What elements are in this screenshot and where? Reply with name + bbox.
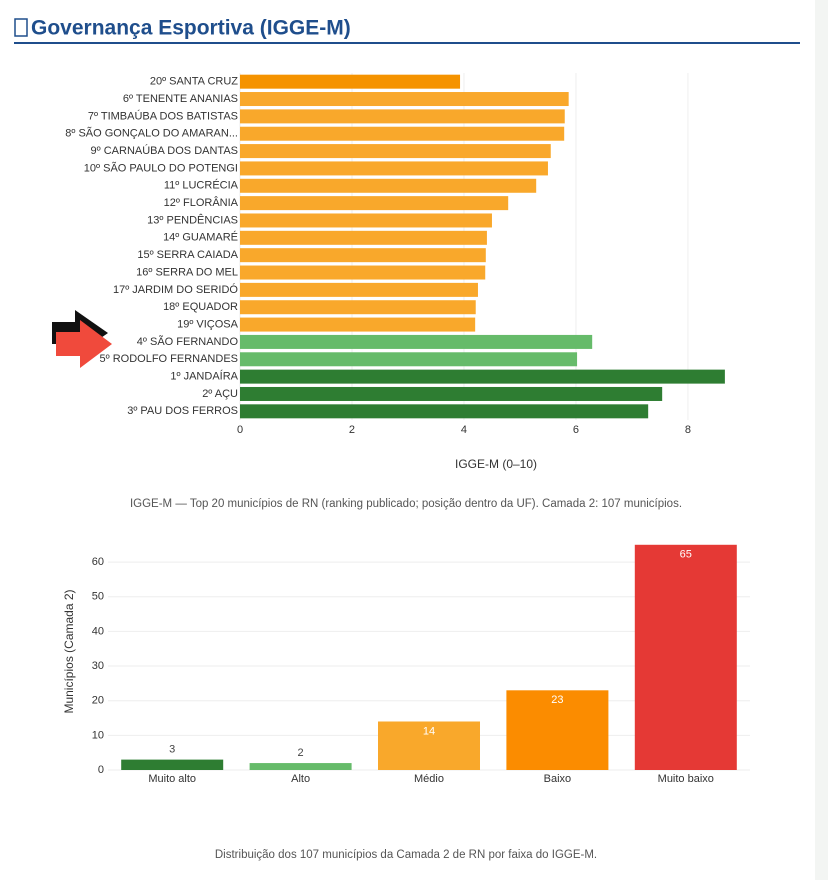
y-tick-label: 18º EQUADOR bbox=[163, 301, 238, 313]
x-tick-label: 6 bbox=[573, 424, 579, 436]
bar bbox=[240, 161, 548, 176]
bar bbox=[506, 690, 609, 770]
y-tick-label: 50 bbox=[92, 591, 104, 603]
value-label: 23 bbox=[551, 694, 563, 706]
bar bbox=[240, 213, 492, 228]
bar bbox=[240, 300, 476, 315]
arrow bbox=[56, 320, 112, 368]
bar bbox=[634, 544, 737, 770]
y-tick-label: 60 bbox=[92, 556, 104, 568]
y-tick-label: 30 bbox=[92, 660, 104, 672]
caption: IGGE-M — Top 20 municípios de RN (rankin… bbox=[130, 498, 682, 510]
y-tick-label: 16º SERRA DO MEL bbox=[136, 266, 238, 278]
y-tick-label: 19º VIÇOSA bbox=[177, 318, 239, 330]
caption: Distribuição dos 107 municípios da Camad… bbox=[215, 849, 597, 861]
y-tick-label: 13º PENDÊNCIAS bbox=[147, 213, 238, 226]
y-tick-label: 5º RODOLFO FERNANDES bbox=[100, 353, 238, 365]
y-tick-label: 1º JANDAÍRA bbox=[170, 370, 238, 383]
y-tick-label: 40 bbox=[92, 625, 104, 637]
bar bbox=[240, 317, 476, 332]
x-tick-label: Muito alto bbox=[148, 773, 196, 785]
bar bbox=[240, 369, 725, 384]
x-tick-label: Alto bbox=[291, 773, 310, 785]
bar bbox=[240, 404, 649, 419]
y-axis-label: Municípios (Camada 2) bbox=[62, 589, 76, 713]
title-icon bbox=[14, 18, 28, 37]
scrollbar bbox=[815, 0, 828, 880]
bar bbox=[240, 230, 487, 245]
y-tick-label: 8º SÃO GONÇALO DO AMARAN... bbox=[65, 127, 238, 140]
bar bbox=[240, 92, 569, 107]
value-label: 65 bbox=[680, 549, 692, 561]
y-tick-label: 20º SANTA CRUZ bbox=[150, 76, 238, 88]
bar bbox=[249, 763, 352, 770]
x-tick-label: 2 bbox=[349, 424, 355, 436]
bar bbox=[240, 265, 486, 280]
bar bbox=[240, 386, 663, 401]
bar bbox=[240, 282, 478, 297]
x-tick-label: Muito baixo bbox=[658, 773, 714, 785]
x-tick-label: 8 bbox=[685, 424, 691, 436]
bar bbox=[240, 248, 486, 263]
bar bbox=[240, 126, 565, 141]
x-tick-label: 4 bbox=[461, 424, 467, 436]
y-tick-label: 10º SÃO PAULO DO POTENGI bbox=[84, 161, 238, 174]
y-tick-label: 17º JARDIM DO SERIDÓ bbox=[113, 283, 238, 296]
y-tick-label: 15º SERRA CAIADA bbox=[137, 249, 238, 261]
bar bbox=[378, 721, 480, 770]
y-tick-label: 11º LUCRÉCIA bbox=[164, 179, 239, 192]
value-label: 3 bbox=[169, 744, 175, 756]
y-tick-label: 7º TIMBAÚBA DOS BATISTAS bbox=[88, 109, 238, 122]
bar bbox=[240, 196, 509, 211]
y-tick-label: 3º PAU DOS FERROS bbox=[127, 405, 238, 417]
y-tick-label: 12º FLORÂNIA bbox=[164, 196, 239, 209]
bar bbox=[240, 352, 578, 367]
value-label: 14 bbox=[423, 725, 435, 737]
y-tick-label: 4º SÃO FERNANDO bbox=[137, 335, 239, 348]
x-tick-label: Médio bbox=[414, 773, 444, 785]
y-tick-label: 6º TENENTE ANANIAS bbox=[123, 93, 238, 105]
y-tick-label: 2º AÇU bbox=[202, 388, 238, 400]
y-tick-label: 0 bbox=[98, 764, 104, 776]
value-label: 2 bbox=[298, 747, 304, 759]
x-tick-label: Baixo bbox=[544, 773, 572, 785]
bar bbox=[121, 759, 224, 770]
page-title: Governança Esportiva (IGGE-M) bbox=[31, 17, 351, 40]
bar bbox=[240, 178, 537, 193]
bar bbox=[240, 144, 551, 159]
x-axis-label: IGGE-M (0–10) bbox=[455, 457, 537, 471]
y-tick-label: 14º GUAMARÉ bbox=[163, 231, 238, 244]
bar bbox=[240, 109, 565, 124]
bar bbox=[240, 334, 593, 349]
y-tick-label: 10 bbox=[92, 729, 104, 741]
x-tick-label: 0 bbox=[237, 424, 243, 436]
y-tick-label: 9º CARNAÚBA DOS DANTAS bbox=[91, 144, 238, 157]
y-tick-label: 20 bbox=[92, 695, 104, 707]
pointer-arrow bbox=[52, 310, 112, 368]
bar bbox=[240, 74, 461, 89]
